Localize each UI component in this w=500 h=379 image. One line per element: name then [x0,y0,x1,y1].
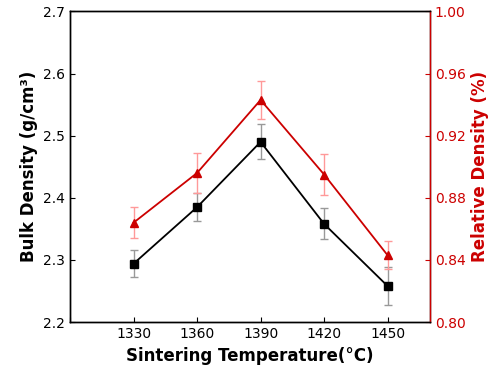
Y-axis label: Relative Density (%): Relative Density (%) [472,71,490,262]
X-axis label: Sintering Temperature(°C): Sintering Temperature(°C) [126,346,374,365]
Y-axis label: Bulk Density (g/cm³): Bulk Density (g/cm³) [20,71,38,262]
